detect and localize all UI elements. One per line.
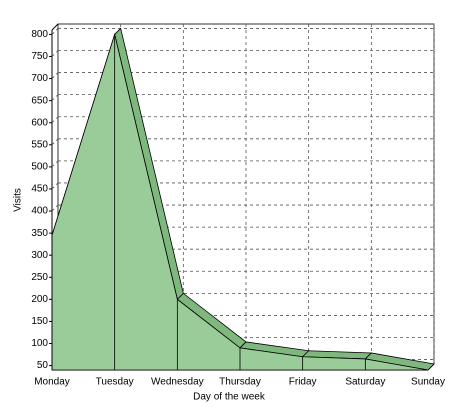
- y-tick-label: 500: [31, 162, 48, 173]
- grid-line: [51, 116, 59, 124]
- y-tick-label: 650: [31, 95, 48, 106]
- grid-line: [51, 72, 59, 79]
- grid-line: [51, 138, 59, 146]
- x-tick-label: Saturday: [345, 377, 385, 388]
- x-tick-label: Tuesday: [96, 377, 134, 388]
- area: [51, 32, 429, 371]
- x-tick-label: Wednesday: [151, 377, 204, 388]
- grid-line: [51, 50, 59, 57]
- y-tick-label: 350: [31, 228, 48, 239]
- grid-line: [51, 160, 59, 168]
- grid-line: [51, 204, 59, 212]
- y-tick-label: 400: [31, 206, 48, 217]
- y-tick-label: 50: [37, 360, 49, 371]
- y-tick-label: 200: [31, 294, 48, 305]
- grid-line: [51, 28, 59, 35]
- y-tick-label: 750: [31, 51, 48, 62]
- y-axis-label: Visits: [13, 188, 24, 212]
- y-tick-label: 100: [31, 338, 48, 349]
- x-tick-label: Sunday: [411, 377, 445, 388]
- x-tick-label: Friday: [289, 377, 317, 388]
- y-tick-label: 250: [31, 272, 48, 283]
- x-tick-label: Thursday: [219, 377, 261, 388]
- y-tick-label: 600: [31, 117, 48, 128]
- left-wall-edge: [51, 23, 59, 31]
- y-tick-label: 300: [31, 250, 48, 261]
- grid-line: [51, 182, 59, 190]
- grid-line: [51, 94, 59, 101]
- y-tick-label: 450: [31, 184, 48, 195]
- y-tick-label: 550: [31, 139, 48, 150]
- y-tick-label: 150: [31, 316, 48, 327]
- y-tick-label: 800: [31, 29, 48, 40]
- x-axis-label: Day of the week: [193, 392, 266, 403]
- x-tick-label: Monday: [34, 377, 70, 388]
- y-tick-label: 700: [31, 73, 48, 84]
